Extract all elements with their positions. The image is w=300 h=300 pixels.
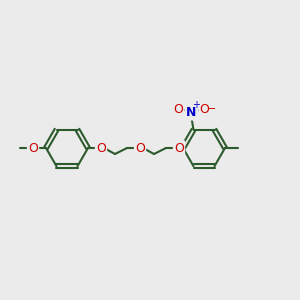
Text: O: O (174, 142, 184, 154)
Text: O: O (96, 142, 106, 154)
Text: O: O (174, 103, 183, 116)
Text: O: O (28, 142, 38, 154)
Text: −: − (207, 104, 216, 114)
Text: +: + (193, 100, 200, 110)
Text: O: O (200, 103, 209, 116)
Text: O: O (135, 142, 145, 154)
Text: N: N (186, 106, 197, 119)
